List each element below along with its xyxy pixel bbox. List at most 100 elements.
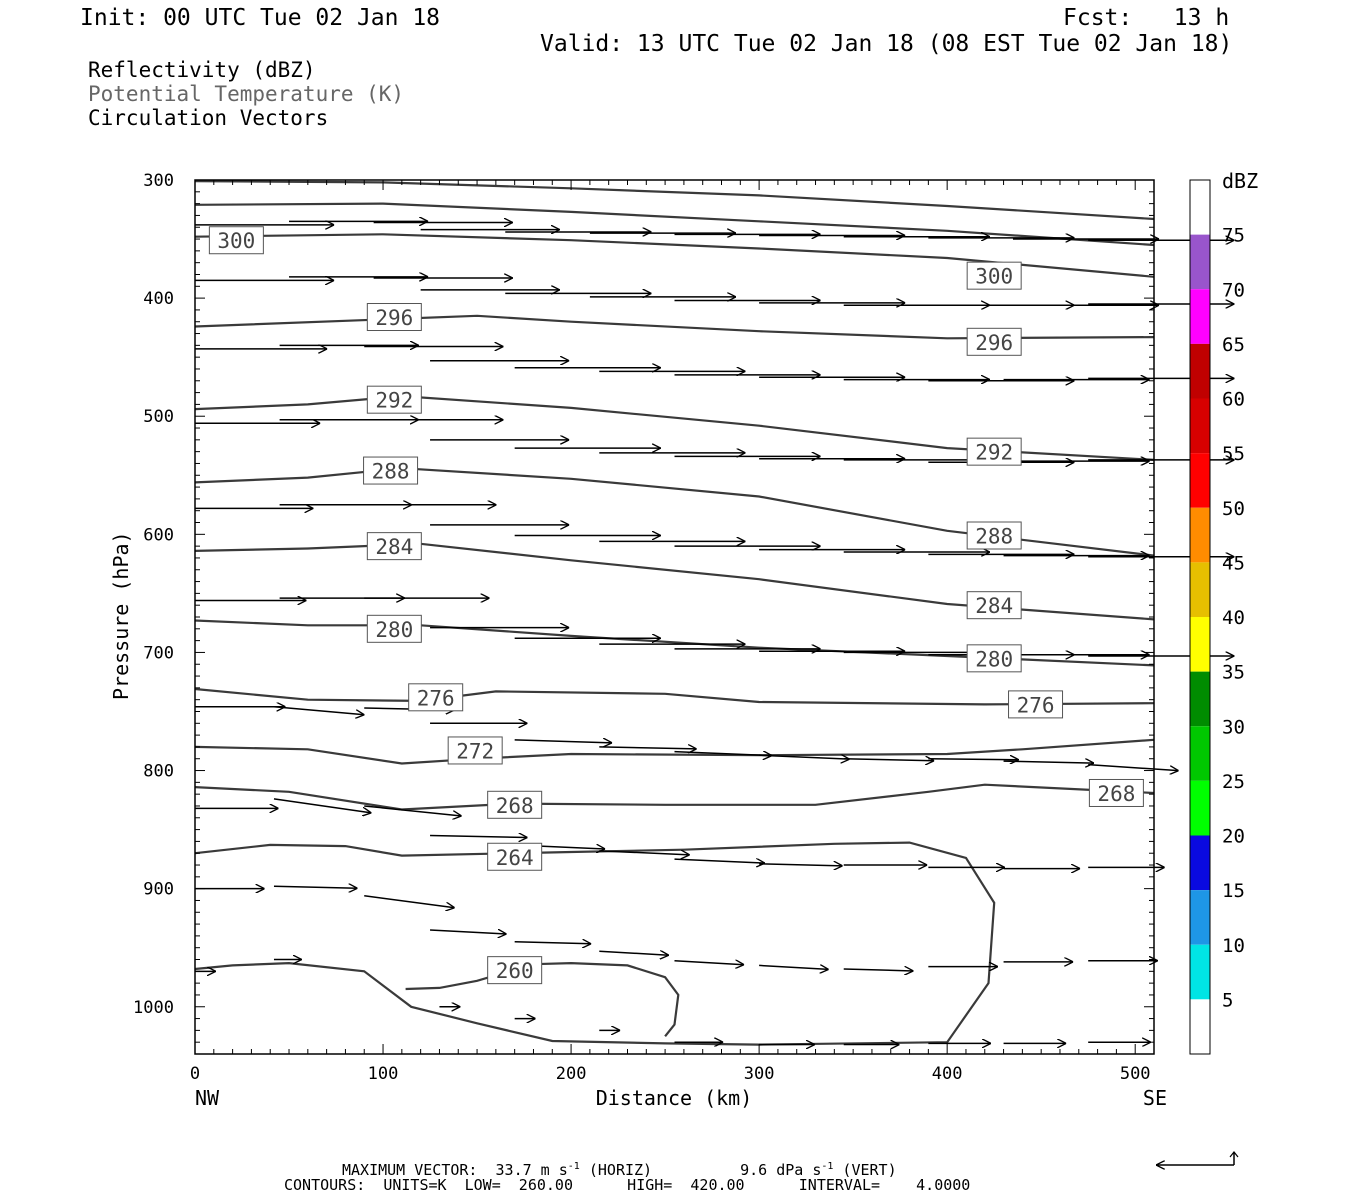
circulation-vector: [599, 851, 689, 855]
colorbar-swatch: [1190, 180, 1210, 235]
contour-label: 296: [975, 331, 1013, 355]
colorbar-swatch: [1190, 398, 1210, 454]
contour-label: 284: [375, 535, 413, 559]
contour-label-box: [966, 437, 1022, 466]
contour-label: 260: [496, 959, 534, 983]
colorbar-level-label: 40: [1222, 607, 1245, 629]
circulation-vector: [1003, 761, 1094, 763]
colorbar-level-label: 50: [1222, 498, 1245, 520]
contour-label-box: [966, 261, 1022, 290]
legend-potential-temperature: Potential Temperature (K): [88, 82, 405, 106]
contour-label: 300: [975, 265, 1013, 289]
circulation-vector: [1088, 763, 1178, 771]
circulation-vector: [273, 798, 371, 813]
y-tick-label: 500: [143, 407, 174, 427]
colorbar-level-label: 30: [1222, 716, 1245, 738]
legend-reflectivity: Reflectivity (dBZ): [88, 58, 316, 82]
y-tick-label: 700: [143, 643, 174, 663]
colorbar-level-label: 20: [1222, 826, 1245, 848]
circulation-vector: [599, 951, 669, 955]
colorbar-swatch: [1190, 289, 1210, 344]
x-tick-label: 400: [932, 1064, 963, 1084]
contour-label: 276: [1017, 693, 1055, 717]
contour-label-box: [208, 226, 264, 255]
colorbar-swatch: [1190, 617, 1210, 672]
x-tick-label: 0: [190, 1064, 200, 1084]
circulation-vector: [843, 969, 914, 971]
colorbar-level-label: 25: [1222, 771, 1245, 793]
colorbar-level-label: 75: [1222, 225, 1245, 247]
theta-contour-12: [405, 961, 680, 1037]
contour-label-box: [966, 644, 1022, 673]
contour-label-box: [966, 327, 1022, 356]
x-tick-label: 500: [1120, 1064, 1151, 1084]
x-axis-label: Distance (km): [596, 1086, 753, 1110]
contour-label: 292: [375, 389, 413, 413]
contour-label: 280: [975, 647, 1013, 671]
colorbar-level-label: 55: [1222, 443, 1245, 465]
colorbar-level-label: 35: [1222, 662, 1245, 684]
circulation-vector: [674, 961, 745, 965]
contour-label: 268: [496, 794, 534, 818]
y-tick-label: 300: [143, 171, 174, 191]
theta-contour-0: [194, 233, 1155, 278]
circulation-vector: [599, 747, 696, 749]
contour-label-box: [366, 532, 422, 561]
horiz-label: (HORIZ): [579, 1161, 653, 1179]
x-tick-label: 300: [744, 1064, 775, 1084]
theta-contour-9: [194, 738, 1155, 765]
circulation-vector: [759, 965, 829, 969]
init-time: Init: 00 UTC Tue 02 Jan 18: [80, 5, 441, 31]
colorbar-swatch: [1190, 944, 1210, 1000]
contour-label: 296: [375, 306, 413, 330]
contour-label-box: [366, 303, 422, 332]
contour-label-box: [366, 385, 422, 414]
colorbar-swatch: [1190, 507, 1210, 563]
contour-label-box: [966, 521, 1022, 550]
superscript-horiz: -1: [567, 1161, 580, 1172]
y-tick-label: 1000: [133, 998, 174, 1018]
theta-contour-10: [194, 783, 1155, 811]
contour-label: 264: [496, 846, 534, 870]
circulation-vector: [674, 752, 772, 756]
y-axis-label: Pressure (hPa): [109, 531, 133, 700]
x-left-direction-label: NW: [195, 1086, 220, 1110]
colorbar-swatch: [1190, 562, 1210, 617]
circulation-vector: [843, 759, 934, 761]
contour-label-box: [487, 790, 543, 819]
legend-circulation-vectors: Circulation Vectors: [88, 106, 329, 130]
vert-label: (VERT): [833, 1161, 897, 1179]
colorbar-level-label: 5: [1222, 989, 1233, 1011]
theta-contour-8: [194, 687, 1155, 706]
contour-label-box: [363, 456, 419, 485]
theta-contour-7: [194, 619, 1155, 667]
colorbar-level-label: 15: [1222, 880, 1245, 902]
colorbar-level-label: 45: [1222, 552, 1245, 574]
circulation-vector: [514, 942, 592, 944]
colorbar-frame: [1189, 179, 1211, 1055]
contour-label-box: [1088, 778, 1144, 807]
contour-label-box: [447, 736, 503, 765]
circulation-vector: [430, 836, 527, 838]
y-tick-label: 400: [143, 289, 174, 309]
contour-label: 272: [456, 739, 494, 763]
x-right-direction-label: SE: [1143, 1086, 1167, 1110]
x-tick-label: 100: [368, 1064, 399, 1084]
colorbar-swatch: [1190, 999, 1210, 1054]
superscript-vert: -1: [821, 1161, 834, 1172]
theta-contour-6: [194, 542, 1155, 621]
colorbar: 5 10 15 20 25 30 35 40 45 50 55 60 65 70 75: [1189, 179, 1245, 1055]
reference-vector: [1156, 1151, 1239, 1165]
contour-label: 268: [1097, 782, 1135, 806]
y-tick-label: 600: [143, 525, 174, 545]
contour-label-box: [487, 956, 543, 985]
contour-label: 288: [372, 460, 410, 484]
theta-contour-4: [194, 394, 1155, 461]
contour-label: 280: [375, 618, 413, 642]
contour-label-box: [366, 614, 422, 643]
circulation-vector: [273, 886, 357, 888]
max-horiz-value: MAXIMUM VECTOR: 33.7 m s: [342, 1161, 568, 1179]
valid-time: Valid: 13 UTC Tue 02 Jan 18 (08 EST Tue …: [540, 31, 1233, 57]
